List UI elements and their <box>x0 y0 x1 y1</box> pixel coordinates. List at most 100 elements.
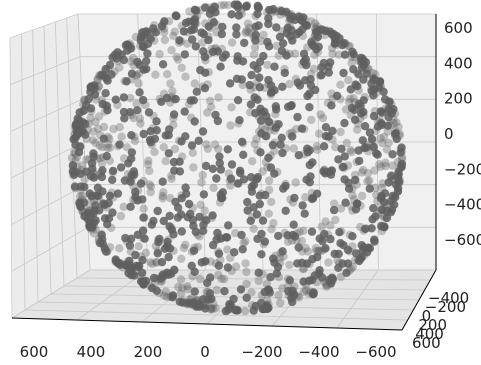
scatter-point <box>327 101 336 110</box>
scatter-point <box>183 282 192 291</box>
scatter-point <box>127 154 136 163</box>
scatter-point <box>161 287 171 296</box>
scatter-point <box>359 165 368 175</box>
scatter-point <box>224 221 233 230</box>
scatter-point <box>89 152 98 162</box>
scatter-point <box>224 1 233 10</box>
scatter-point <box>189 96 198 105</box>
scatter-point <box>226 121 235 130</box>
scatter-point <box>131 187 140 197</box>
scatter-point <box>99 122 109 132</box>
scatter-point <box>142 56 151 66</box>
scatter-point <box>153 249 162 258</box>
scatter-point <box>115 140 124 149</box>
x-axis-line <box>11 317 403 331</box>
scatter-point <box>266 88 276 98</box>
scatter-point <box>179 243 189 253</box>
scatter-point <box>199 226 208 236</box>
scatter-point <box>313 32 323 42</box>
scatter-point <box>144 156 153 165</box>
scatter-point <box>135 114 145 123</box>
scatter-point <box>357 191 367 201</box>
scatter-point <box>120 114 129 123</box>
scatter-point <box>189 246 199 255</box>
scatter-point <box>205 289 215 298</box>
scatter-point <box>78 191 87 200</box>
scatter-point <box>115 258 124 268</box>
scatter-point <box>229 294 238 304</box>
scatter-point <box>263 60 272 70</box>
scatter-point <box>178 283 187 292</box>
scatter-point <box>181 132 190 141</box>
scatter-point <box>394 167 403 176</box>
scatter-point <box>365 128 375 137</box>
scatter-point <box>260 237 270 246</box>
scatter-point <box>233 179 242 188</box>
scatter-point <box>254 268 263 277</box>
scatter-point <box>289 220 298 229</box>
scatter-point <box>346 146 355 155</box>
scatter-point <box>278 247 287 256</box>
scatter-point <box>383 121 392 130</box>
scatter-point <box>119 107 129 117</box>
scatter-point <box>294 243 303 252</box>
scatter-point <box>344 76 353 85</box>
scatter-point <box>136 119 145 128</box>
scatter-point <box>107 70 116 79</box>
scatter-point <box>383 127 392 136</box>
scatter-point <box>218 53 228 62</box>
scatter-point <box>251 108 260 118</box>
scatter-point <box>108 166 118 176</box>
scatter-point <box>217 29 226 39</box>
scatter-point <box>212 285 221 295</box>
scatter-point <box>309 64 319 74</box>
scatter-point <box>237 230 246 240</box>
scatter-point <box>354 99 364 109</box>
scatter-point <box>209 183 218 193</box>
scatter-point <box>172 52 181 62</box>
scatter-point <box>200 206 209 215</box>
scatter-point <box>257 298 266 308</box>
scatter-point <box>236 285 246 294</box>
scatter-point <box>99 134 109 143</box>
scatter-point <box>363 168 373 178</box>
scatter-point <box>350 115 360 125</box>
scatter-point <box>357 63 367 72</box>
scatter-point <box>131 250 140 260</box>
scatter-point <box>248 157 257 166</box>
scatter-point <box>247 70 256 80</box>
z-tick-label: −400 <box>444 196 481 214</box>
grid-line <box>66 17 78 279</box>
scatter-point <box>257 129 266 138</box>
scatter-point <box>277 7 286 16</box>
scatter-point <box>70 170 79 179</box>
scatter-point <box>394 173 403 182</box>
scatter-point <box>183 284 192 294</box>
scatter-point <box>155 49 164 59</box>
scatter-point <box>105 60 115 70</box>
scatter-point <box>361 224 370 234</box>
scatter-point <box>334 155 343 164</box>
scatter-point <box>141 276 151 286</box>
scatter-point <box>239 175 249 184</box>
scatter-point <box>354 70 363 79</box>
scatter-point <box>104 140 113 149</box>
scatter-point <box>310 19 320 28</box>
scatter-point <box>369 111 379 121</box>
scatter-point <box>139 204 148 213</box>
scatter-point <box>218 22 227 32</box>
scatter-point <box>181 240 190 249</box>
scatter-point <box>301 76 310 85</box>
scatter-point <box>214 144 223 154</box>
scatter-point <box>164 149 173 158</box>
scatter-point <box>266 273 275 282</box>
scatter-point <box>255 83 264 92</box>
scatter-point <box>211 304 220 313</box>
scatter-point <box>292 30 302 39</box>
scatter-point <box>381 161 390 171</box>
scatter-point <box>342 138 352 148</box>
scatter-point <box>127 131 136 140</box>
scatter-point <box>266 163 276 172</box>
scatter-point <box>149 216 158 226</box>
